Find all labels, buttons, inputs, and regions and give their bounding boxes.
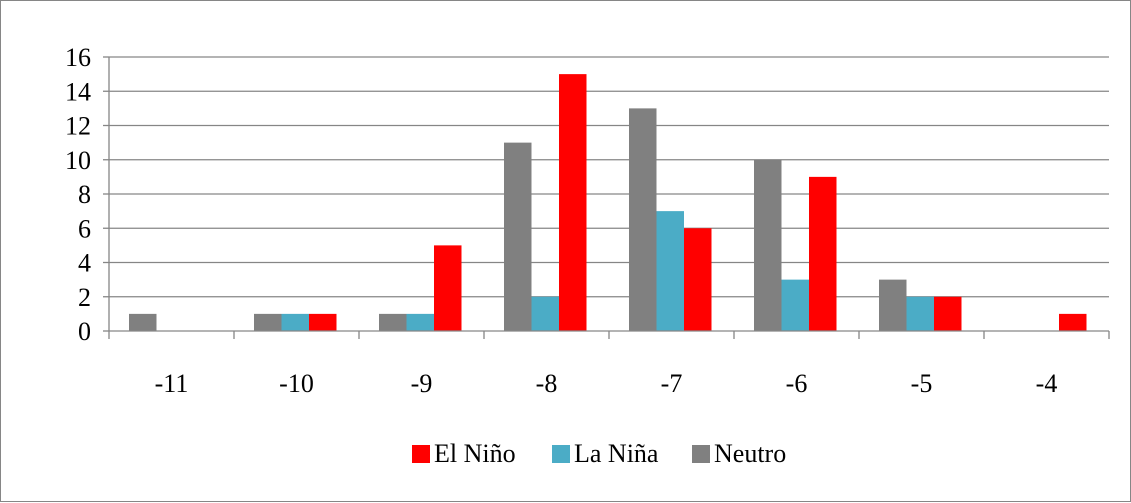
y-tick-label: 8 xyxy=(78,180,91,209)
bar xyxy=(379,313,407,331)
bar xyxy=(406,313,434,331)
bar xyxy=(781,279,809,331)
axes xyxy=(103,56,1110,339)
bars xyxy=(129,74,1087,331)
bar xyxy=(656,211,684,331)
bar xyxy=(559,74,587,331)
y-tick-label: 10 xyxy=(65,146,91,175)
bar xyxy=(504,142,532,331)
y-tick-label: 14 xyxy=(65,77,91,106)
x-tick-label: -6 xyxy=(786,369,808,398)
x-tick-label: -9 xyxy=(411,369,433,398)
bar xyxy=(254,313,282,331)
x-tick-label: -7 xyxy=(661,369,683,398)
bar xyxy=(879,279,907,331)
x-tick-label: -11 xyxy=(155,369,189,398)
y-tick-label: 16 xyxy=(65,43,91,72)
bar xyxy=(906,296,934,331)
y-tick-label: 0 xyxy=(78,317,91,346)
bar xyxy=(309,313,337,331)
x-tick-label: -5 xyxy=(911,369,933,398)
bar xyxy=(684,228,712,331)
bar xyxy=(434,245,462,331)
x-tick-labels: -11 -10 -9 -8 -7 -6 -5 -4 xyxy=(155,369,1058,398)
bar xyxy=(629,108,657,331)
bar xyxy=(531,296,559,331)
bar xyxy=(934,296,962,331)
legend-swatch xyxy=(412,445,430,463)
y-tick-label: 12 xyxy=(65,112,91,141)
grid-lines xyxy=(109,56,1109,298)
legend-item: La Niña xyxy=(552,439,659,468)
bar xyxy=(754,159,782,331)
legend: El Niño La Niña Neutro xyxy=(412,439,786,468)
y-tick-label: 6 xyxy=(78,214,91,243)
bar xyxy=(129,313,157,331)
y-tick-label: 4 xyxy=(78,249,91,278)
legend-label: Neutro xyxy=(714,439,786,468)
x-tick-label: -10 xyxy=(279,369,314,398)
legend-label: El Niño xyxy=(434,439,516,468)
bar xyxy=(809,176,837,331)
x-tick-label: -8 xyxy=(536,369,558,398)
bar xyxy=(281,313,309,331)
x-tick-label: -4 xyxy=(1036,369,1058,398)
y-tick-labels: 0 2 4 6 8 10 12 14 16 xyxy=(65,43,91,346)
legend-item: El Niño xyxy=(412,439,516,468)
legend-swatch xyxy=(552,445,570,463)
bar xyxy=(1059,313,1087,331)
legend-swatch xyxy=(692,445,710,463)
y-tick-label: 2 xyxy=(78,283,91,312)
legend-item: Neutro xyxy=(692,439,786,468)
legend-label: La Niña xyxy=(574,439,659,468)
